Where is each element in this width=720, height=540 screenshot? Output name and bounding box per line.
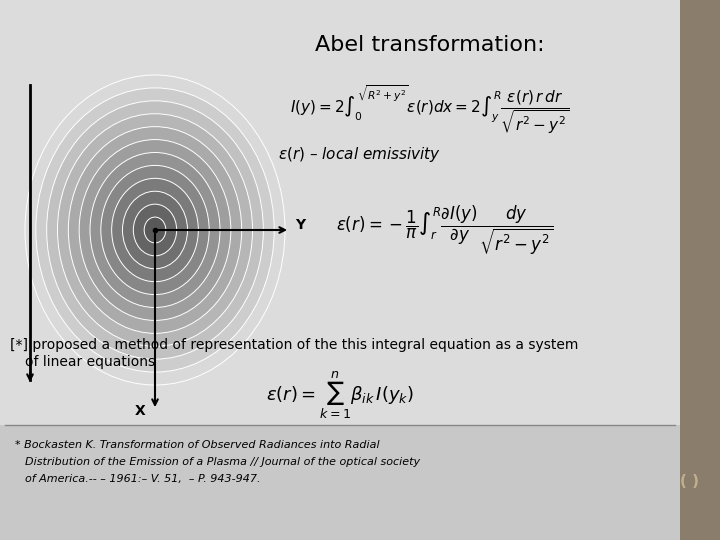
Bar [0,425,680,540]
Text: $\varepsilon(r) = \sum_{k=1}^{n} \beta_{ik}\,I(y_k)$: $\varepsilon(r) = \sum_{k=1}^{n} \beta_{… [266,369,414,421]
Ellipse shape [79,139,231,320]
Text: [*] proposed a method of representation of the this integral equation as a syste: [*] proposed a method of representation … [10,338,578,352]
Bar [680,0,720,540]
Ellipse shape [25,75,285,385]
Text: of linear equations: of linear equations [25,355,155,369]
Text: X: X [135,404,145,418]
Text: $I(y) = 2\int_{0}^{\sqrt{R^2+y^2}} \varepsilon(r)dx = 2\int_{y}^{R} \dfrac{\vare: $I(y) = 2\int_{0}^{\sqrt{R^2+y^2}} \vare… [290,84,570,136]
Text: Abel transformation:: Abel transformation: [315,35,545,55]
Text: * Bockasten K. Transformation of Observed Radiances into Radial: * Bockasten K. Transformation of Observe… [15,440,379,450]
Text: Y: Y [295,218,305,232]
Ellipse shape [133,204,176,256]
Text: ( ): ( ) [680,475,700,489]
Text: of America.-- – 1961:– V. 51,  – P. 943-947.: of America.-- – 1961:– V. 51, – P. 943-9… [25,474,261,484]
Ellipse shape [101,165,210,295]
Text: $\varepsilon(r)$ – local emissivity: $\varepsilon(r)$ – local emissivity [279,145,441,165]
Ellipse shape [58,114,253,346]
Ellipse shape [68,127,242,333]
Ellipse shape [47,101,264,359]
Ellipse shape [90,152,220,307]
Text: Distribution of the Emission of a Plasma // Journal of the optical society: Distribution of the Emission of a Plasma… [25,457,420,467]
Ellipse shape [112,178,198,282]
Ellipse shape [36,88,274,372]
Ellipse shape [122,191,187,269]
Text: $\varepsilon(r) = -\dfrac{1}{\pi}\int_{r}^{R} \dfrac{\partial I(y)}{\partial y} : $\varepsilon(r) = -\dfrac{1}{\pi}\int_{r… [336,203,554,256]
Ellipse shape [144,217,166,243]
